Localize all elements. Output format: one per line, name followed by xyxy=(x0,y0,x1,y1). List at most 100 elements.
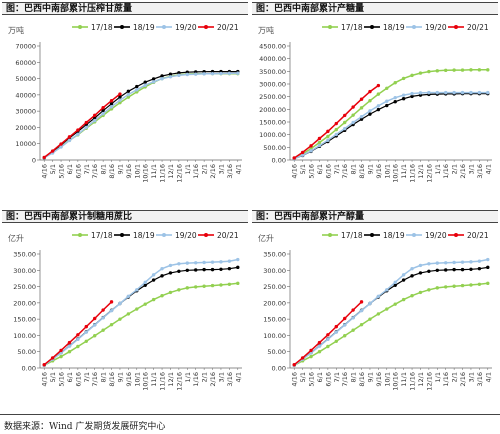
data-point xyxy=(418,263,423,268)
data-point xyxy=(469,90,473,95)
y-tick-label: 200.00 xyxy=(13,299,36,307)
data-point xyxy=(227,266,232,271)
data-point xyxy=(326,344,330,349)
x-tick-label: 1/16 xyxy=(192,164,200,179)
y-tick-label: 40000 xyxy=(15,91,36,99)
x-tick-label: 5/16 xyxy=(308,372,316,387)
legend-label: 19/20 xyxy=(175,231,197,240)
data-point xyxy=(177,262,181,266)
data-point xyxy=(309,354,313,359)
x-tick-label: 2/16 xyxy=(209,372,217,387)
data-point xyxy=(101,308,105,312)
data-point xyxy=(93,118,97,123)
data-point xyxy=(477,90,482,95)
data-point xyxy=(309,144,313,148)
data-point xyxy=(359,114,364,119)
y-tick-label: 300.00 xyxy=(263,267,286,275)
legend-marker xyxy=(412,25,416,29)
x-tick-label: 6/16 xyxy=(324,164,332,179)
x-tick-label: 1/1 xyxy=(434,372,442,382)
data-point xyxy=(359,322,364,327)
x-tick-label: 9/16 xyxy=(375,372,383,387)
data-point xyxy=(151,80,156,84)
data-point xyxy=(143,283,147,287)
chart-title: 图：巴西中南部累计产糖量 xyxy=(252,2,498,15)
data-point xyxy=(368,301,372,306)
data-point xyxy=(202,284,206,288)
data-point xyxy=(236,265,240,270)
x-tick-label: 12/16 xyxy=(175,164,183,183)
data-point xyxy=(393,302,397,306)
series-line xyxy=(43,93,121,158)
x-tick-label: 7/16 xyxy=(91,164,99,179)
data-point xyxy=(418,71,423,75)
footer-divider xyxy=(0,414,500,415)
x-tick-label: 3/16 xyxy=(226,372,234,387)
data-point xyxy=(300,150,305,155)
y-tick-label: 350.00 xyxy=(263,251,286,259)
data-point xyxy=(202,72,206,76)
data-point xyxy=(460,90,465,95)
x-tick-label: 10/1 xyxy=(383,372,391,387)
data-point xyxy=(67,135,72,139)
data-point xyxy=(376,294,381,299)
data-point xyxy=(160,266,164,271)
data-point xyxy=(185,268,189,272)
x-tick-label: 12/16 xyxy=(425,372,433,391)
data-point xyxy=(401,93,406,97)
data-point xyxy=(334,132,338,137)
x-tick-label: 10/1 xyxy=(133,372,141,387)
x-tick-label: 2/16 xyxy=(459,164,467,179)
y-tick-label: 10000 xyxy=(15,140,36,148)
data-point xyxy=(401,76,406,81)
data-point xyxy=(469,260,473,264)
data-point xyxy=(93,323,97,327)
data-point xyxy=(76,344,80,349)
y-tick-label: 50000 xyxy=(15,75,36,83)
data-point xyxy=(194,72,198,76)
series-line xyxy=(43,72,238,159)
data-point xyxy=(317,143,322,148)
legend-label: 18/19 xyxy=(133,231,155,240)
x-tick-label: 11/1 xyxy=(400,372,408,387)
x-tick-label: 8/1 xyxy=(100,164,108,174)
data-point xyxy=(376,312,381,316)
legend-marker xyxy=(370,25,374,29)
x-tick-label: 11/16 xyxy=(409,164,417,183)
x-tick-label: 5/16 xyxy=(308,164,316,179)
data-point xyxy=(210,71,215,76)
source-note: 数据来源：Wind 广发期货发展研究中心 xyxy=(4,422,166,432)
data-point xyxy=(359,106,364,110)
data-point xyxy=(351,316,355,320)
data-point xyxy=(385,99,389,103)
data-point xyxy=(444,261,448,265)
data-point xyxy=(109,102,114,106)
data-point xyxy=(326,129,330,134)
data-point xyxy=(376,83,381,88)
x-tick-label: 4/1 xyxy=(484,372,492,382)
legend-marker xyxy=(204,25,208,29)
data-point xyxy=(168,72,173,76)
data-point xyxy=(84,120,88,125)
chart-sugar-mix: 亿升 17/18 18/19 19/20 20/21 0.00 50.00 100.00 150… xyxy=(8,231,242,391)
x-tick-label: 2/16 xyxy=(209,164,217,179)
y-tick-label: 2500.00 xyxy=(259,93,286,101)
data-point xyxy=(460,283,465,288)
legend-marker xyxy=(78,25,82,29)
data-point xyxy=(50,149,55,153)
legend-label: 17/18 xyxy=(91,23,113,32)
legend-label: 18/19 xyxy=(383,231,405,240)
data-point xyxy=(427,262,431,266)
x-tick-label: 6/1 xyxy=(316,164,324,174)
data-point xyxy=(160,77,164,81)
data-point xyxy=(452,90,456,95)
chart-title: 图：巴西中南部累计制糖用蔗比 xyxy=(2,210,248,223)
x-tick-label: 4/16 xyxy=(291,372,299,387)
data-point xyxy=(93,113,97,118)
data-point xyxy=(393,95,397,100)
series-line xyxy=(43,282,238,367)
legend-label: 20/21 xyxy=(217,23,239,32)
data-point xyxy=(168,75,173,79)
x-tick-label: 8/16 xyxy=(358,372,366,387)
legend-marker xyxy=(370,233,374,237)
